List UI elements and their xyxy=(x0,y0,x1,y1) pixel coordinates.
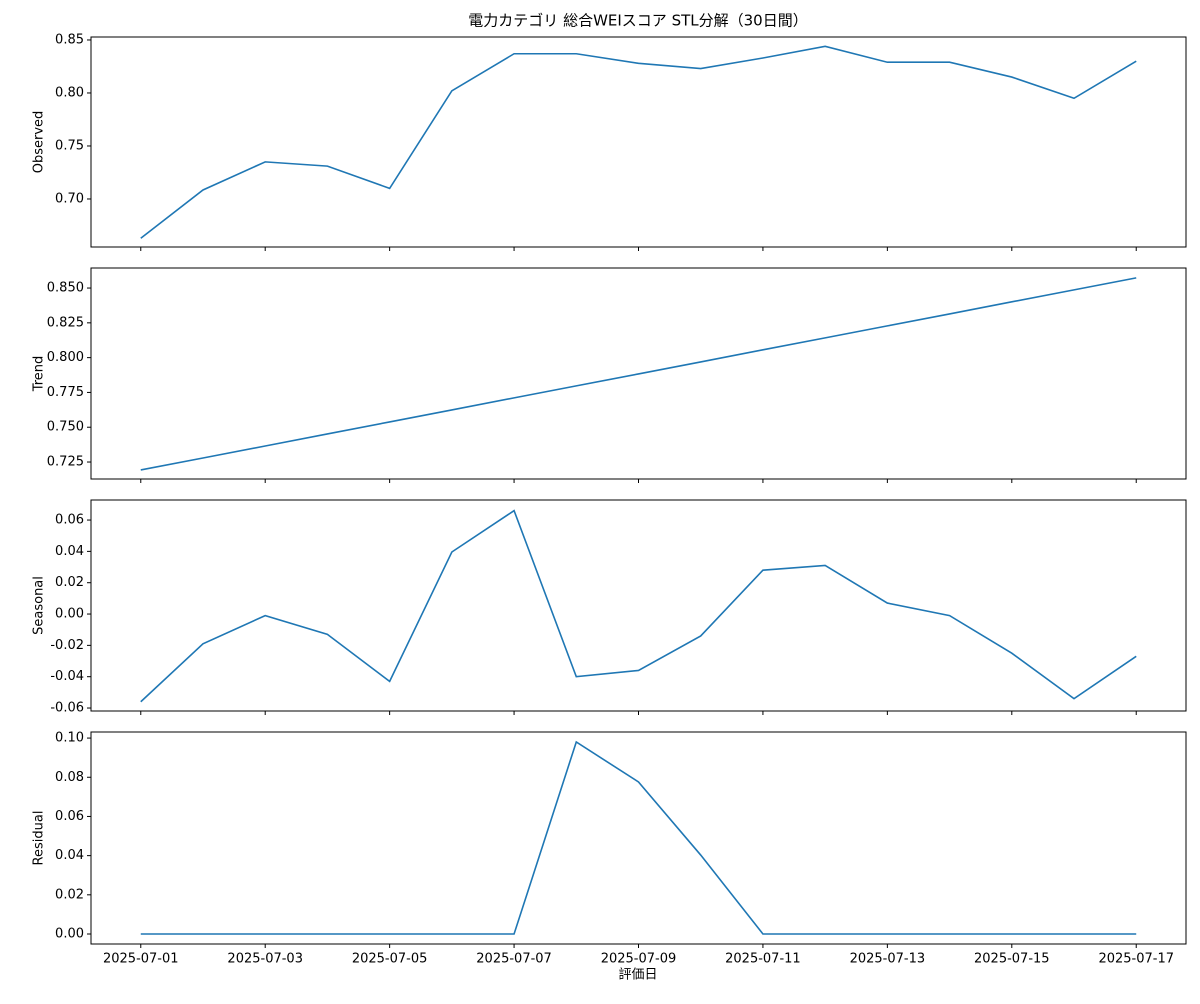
x-tick-label: 2025-07-17 xyxy=(1098,952,1174,967)
y-tick-label: 0.75 xyxy=(55,138,84,153)
data-line xyxy=(140,45,1137,239)
x-tick-label: 2025-07-07 xyxy=(476,952,552,967)
plot-frame xyxy=(90,36,1187,248)
y-tick-label: 0.800 xyxy=(47,350,84,365)
chart-title: 電力カテゴリ 総合WEIスコア STL分解（30日間） xyxy=(468,12,807,30)
plot-frame xyxy=(90,267,1187,480)
data-line xyxy=(140,740,1137,935)
x-tick-label: 2025-07-11 xyxy=(725,952,801,967)
data-line xyxy=(140,509,1137,703)
x-axis-label: 評価日 xyxy=(618,968,657,983)
plot-frame xyxy=(90,731,1187,945)
y-tick-label: 0.04 xyxy=(55,848,84,863)
y-tick-label: 0.00 xyxy=(55,607,84,622)
y-tick-label: 0.70 xyxy=(55,191,84,206)
data-line xyxy=(140,277,1137,471)
y-tick-label: 0.725 xyxy=(47,455,84,470)
y-tick-label: 0.850 xyxy=(47,281,84,296)
x-tick-label: 2025-07-03 xyxy=(227,952,303,967)
y-tick-label: 0.02 xyxy=(55,575,84,590)
y-tick-label: 0.06 xyxy=(55,809,84,824)
x-tick-label: 2025-07-15 xyxy=(974,952,1050,967)
y-tick-label: 0.00 xyxy=(55,927,84,942)
y-tick-label: 0.10 xyxy=(55,731,84,746)
y-axis-label: Seasonal xyxy=(32,576,47,635)
y-tick-label: 0.06 xyxy=(55,513,84,528)
y-tick-label: 0.825 xyxy=(47,315,84,330)
y-tick-label: 0.85 xyxy=(55,32,84,47)
y-tick-label: -0.04 xyxy=(50,669,84,684)
y-axis-label: Observed xyxy=(32,111,47,174)
y-axis-label: Residual xyxy=(32,811,47,866)
y-tick-label: -0.06 xyxy=(50,701,84,716)
x-tick-label: 2025-07-01 xyxy=(103,952,179,967)
y-axis-label: Trend xyxy=(32,356,47,393)
plot-frame xyxy=(90,499,1187,712)
x-tick-label: 2025-07-05 xyxy=(352,952,428,967)
y-tick-label: 0.04 xyxy=(55,544,84,559)
y-tick-label: 0.02 xyxy=(55,887,84,902)
y-tick-label: -0.02 xyxy=(50,638,84,653)
x-tick-label: 2025-07-13 xyxy=(850,952,926,967)
y-tick-label: 0.08 xyxy=(55,770,84,785)
y-tick-label: 0.750 xyxy=(47,420,84,435)
y-tick-label: 0.775 xyxy=(47,385,84,400)
y-tick-label: 0.80 xyxy=(55,85,84,100)
x-tick-label: 2025-07-09 xyxy=(601,952,677,967)
